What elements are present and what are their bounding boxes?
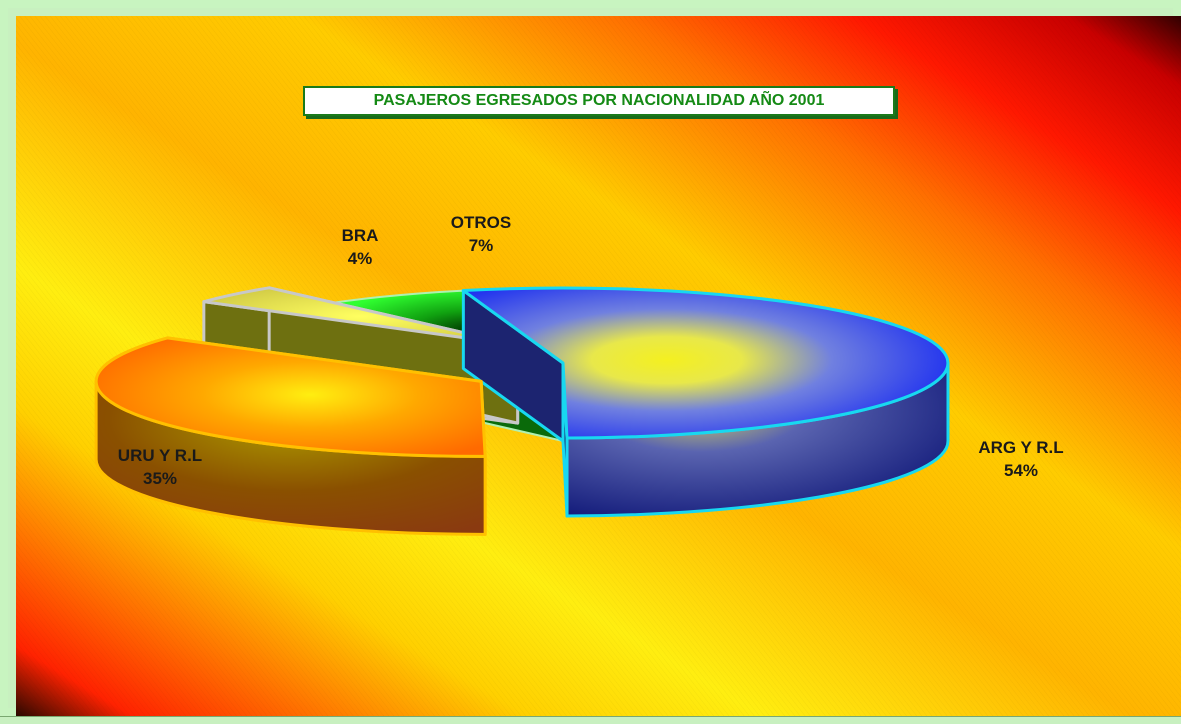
slice-uru [94, 336, 487, 536]
slice-bra-top [202, 286, 520, 347]
slice-uru-top [94, 336, 487, 458]
label-uru: URU Y R.L 35% [100, 444, 220, 490]
chart-title: PASAJEROS EGRESADOS POR NACIONALIDAD AÑO… [303, 86, 895, 116]
label-bra-name: BRA [341, 226, 379, 245]
label-arg-value: 54% [1003, 461, 1039, 480]
label-arg-name: ARG Y R.L [978, 438, 1064, 457]
label-otros-name: OTROS [450, 213, 512, 232]
chart-plot [16, 16, 1181, 716]
slice-arg-top [461, 286, 950, 440]
label-uru-name: URU Y R.L [117, 446, 203, 465]
label-bra-value: 4% [347, 249, 373, 268]
label-otros: OTROS 7% [436, 211, 526, 257]
label-arg: ARG Y R.L 54% [966, 436, 1076, 482]
label-uru-value: 35% [142, 469, 178, 488]
label-bra: BRA 4% [330, 224, 390, 270]
label-otros-value: 7% [468, 236, 494, 255]
slice-arg [461, 286, 950, 518]
